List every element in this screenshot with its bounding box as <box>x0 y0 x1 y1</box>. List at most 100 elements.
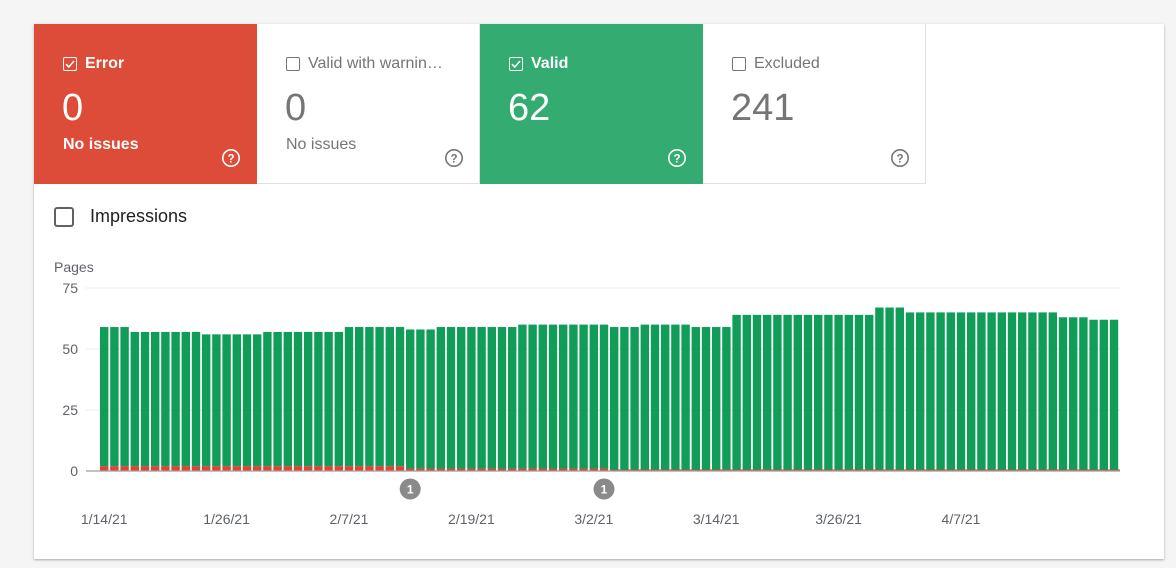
valid-bar <box>569 324 578 469</box>
tile-valid-with-warnings[interactable]: Valid with warnin… 0 No issues ? <box>257 24 480 184</box>
valid-bar <box>140 331 150 467</box>
error-bar <box>538 468 547 471</box>
error-bar <box>610 469 621 471</box>
valid-bar <box>854 314 864 471</box>
tile-label: Valid <box>531 55 569 72</box>
help-icon[interactable]: ? <box>221 148 241 168</box>
error-bar <box>100 466 109 471</box>
error-bar <box>926 469 937 471</box>
valid-bar <box>926 312 935 471</box>
valid-bar <box>691 327 700 471</box>
error-bar <box>406 468 415 471</box>
y-tick-labels: 0 25 50 75 <box>62 280 78 479</box>
valid-bar <box>365 327 374 467</box>
error-bar <box>293 466 303 471</box>
error-bar <box>508 468 517 471</box>
checkbox-icon[interactable] <box>63 57 77 71</box>
valid-bar <box>293 331 303 467</box>
svg-text:?: ? <box>450 153 457 165</box>
valid-bar <box>202 334 211 467</box>
valid-bar <box>1048 312 1057 471</box>
error-bar <box>589 468 598 471</box>
error-bar <box>599 468 609 471</box>
error-bar <box>222 466 231 471</box>
impressions-checkbox[interactable] <box>54 206 74 227</box>
error-bar <box>803 469 814 471</box>
valid-bar <box>997 312 1006 471</box>
error-bar <box>691 469 702 471</box>
checkbox-icon[interactable] <box>732 57 746 71</box>
y-axis-label: Pages <box>54 259 94 275</box>
error-bar <box>1069 469 1080 471</box>
valid-bar <box>814 314 823 471</box>
valid-bar <box>375 327 384 467</box>
error-bar <box>854 469 865 471</box>
error-bar <box>865 469 876 471</box>
error-bar <box>742 469 753 471</box>
valid-bar <box>865 314 874 471</box>
valid-bar <box>742 314 751 471</box>
help-icon[interactable]: ? <box>444 148 464 168</box>
error-bar <box>559 468 568 471</box>
error-bar <box>712 469 723 471</box>
valid-bar <box>803 314 813 471</box>
checkbox-icon[interactable] <box>509 57 523 71</box>
valid-bar <box>752 314 762 471</box>
error-bar <box>365 466 374 471</box>
svg-text:?: ? <box>227 153 234 165</box>
error-bar <box>793 469 804 471</box>
error-bar <box>110 466 119 471</box>
valid-bar <box>1058 317 1068 471</box>
y-tick-label: 0 <box>70 463 78 479</box>
error-bar <box>844 469 855 471</box>
valid-bar <box>457 327 466 469</box>
tile-error[interactable]: Error 0 No issues ? <box>34 24 257 184</box>
error-bar <box>385 466 394 471</box>
valid-bar <box>416 329 425 469</box>
tile-label: Valid with warnin… <box>308 55 443 72</box>
error-bar <box>375 466 384 471</box>
valid-bar <box>273 331 282 467</box>
error-bar <box>579 468 588 471</box>
error-bar <box>640 469 651 471</box>
help-icon[interactable]: ? <box>667 148 687 168</box>
error-bar <box>436 468 445 471</box>
annotation-marker[interactable] <box>593 478 615 500</box>
valid-bar <box>722 327 731 471</box>
help-icon[interactable]: ? <box>890 148 910 168</box>
error-bar <box>1058 469 1069 471</box>
error-bar <box>987 469 998 471</box>
error-bar <box>732 469 743 471</box>
valid-bar <box>191 331 201 467</box>
error-bar <box>344 466 354 471</box>
error-bar <box>1018 469 1029 471</box>
error-bar <box>130 466 139 471</box>
valid-bar <box>844 314 853 471</box>
valid-bar <box>834 314 843 471</box>
tile-valid[interactable]: Valid 62 ? <box>480 24 703 184</box>
error-bar <box>875 469 886 471</box>
annotation-marker[interactable] <box>399 478 421 500</box>
error-bar <box>151 466 160 471</box>
valid-bar <box>824 314 833 471</box>
valid-bar <box>283 331 292 467</box>
x-tick-label: 2/19/21 <box>448 511 495 527</box>
error-bar <box>487 468 496 471</box>
error-bar <box>773 469 784 471</box>
valid-bar <box>487 327 496 469</box>
annotation-label: 1 <box>601 483 608 497</box>
valid-bar <box>426 329 435 469</box>
error-bar <box>191 466 201 471</box>
error-bar <box>783 469 794 471</box>
valid-bar <box>344 327 354 467</box>
tile-excluded[interactable]: Excluded 241 ? <box>703 24 926 184</box>
error-bar <box>171 466 180 471</box>
error-bar <box>140 466 150 471</box>
valid-bar <box>916 312 925 471</box>
impressions-toggle[interactable]: Impressions <box>54 206 187 227</box>
error-bar <box>314 466 323 471</box>
checkbox-icon[interactable] <box>286 57 300 71</box>
error-bar <box>253 466 262 471</box>
valid-bar <box>263 331 272 467</box>
